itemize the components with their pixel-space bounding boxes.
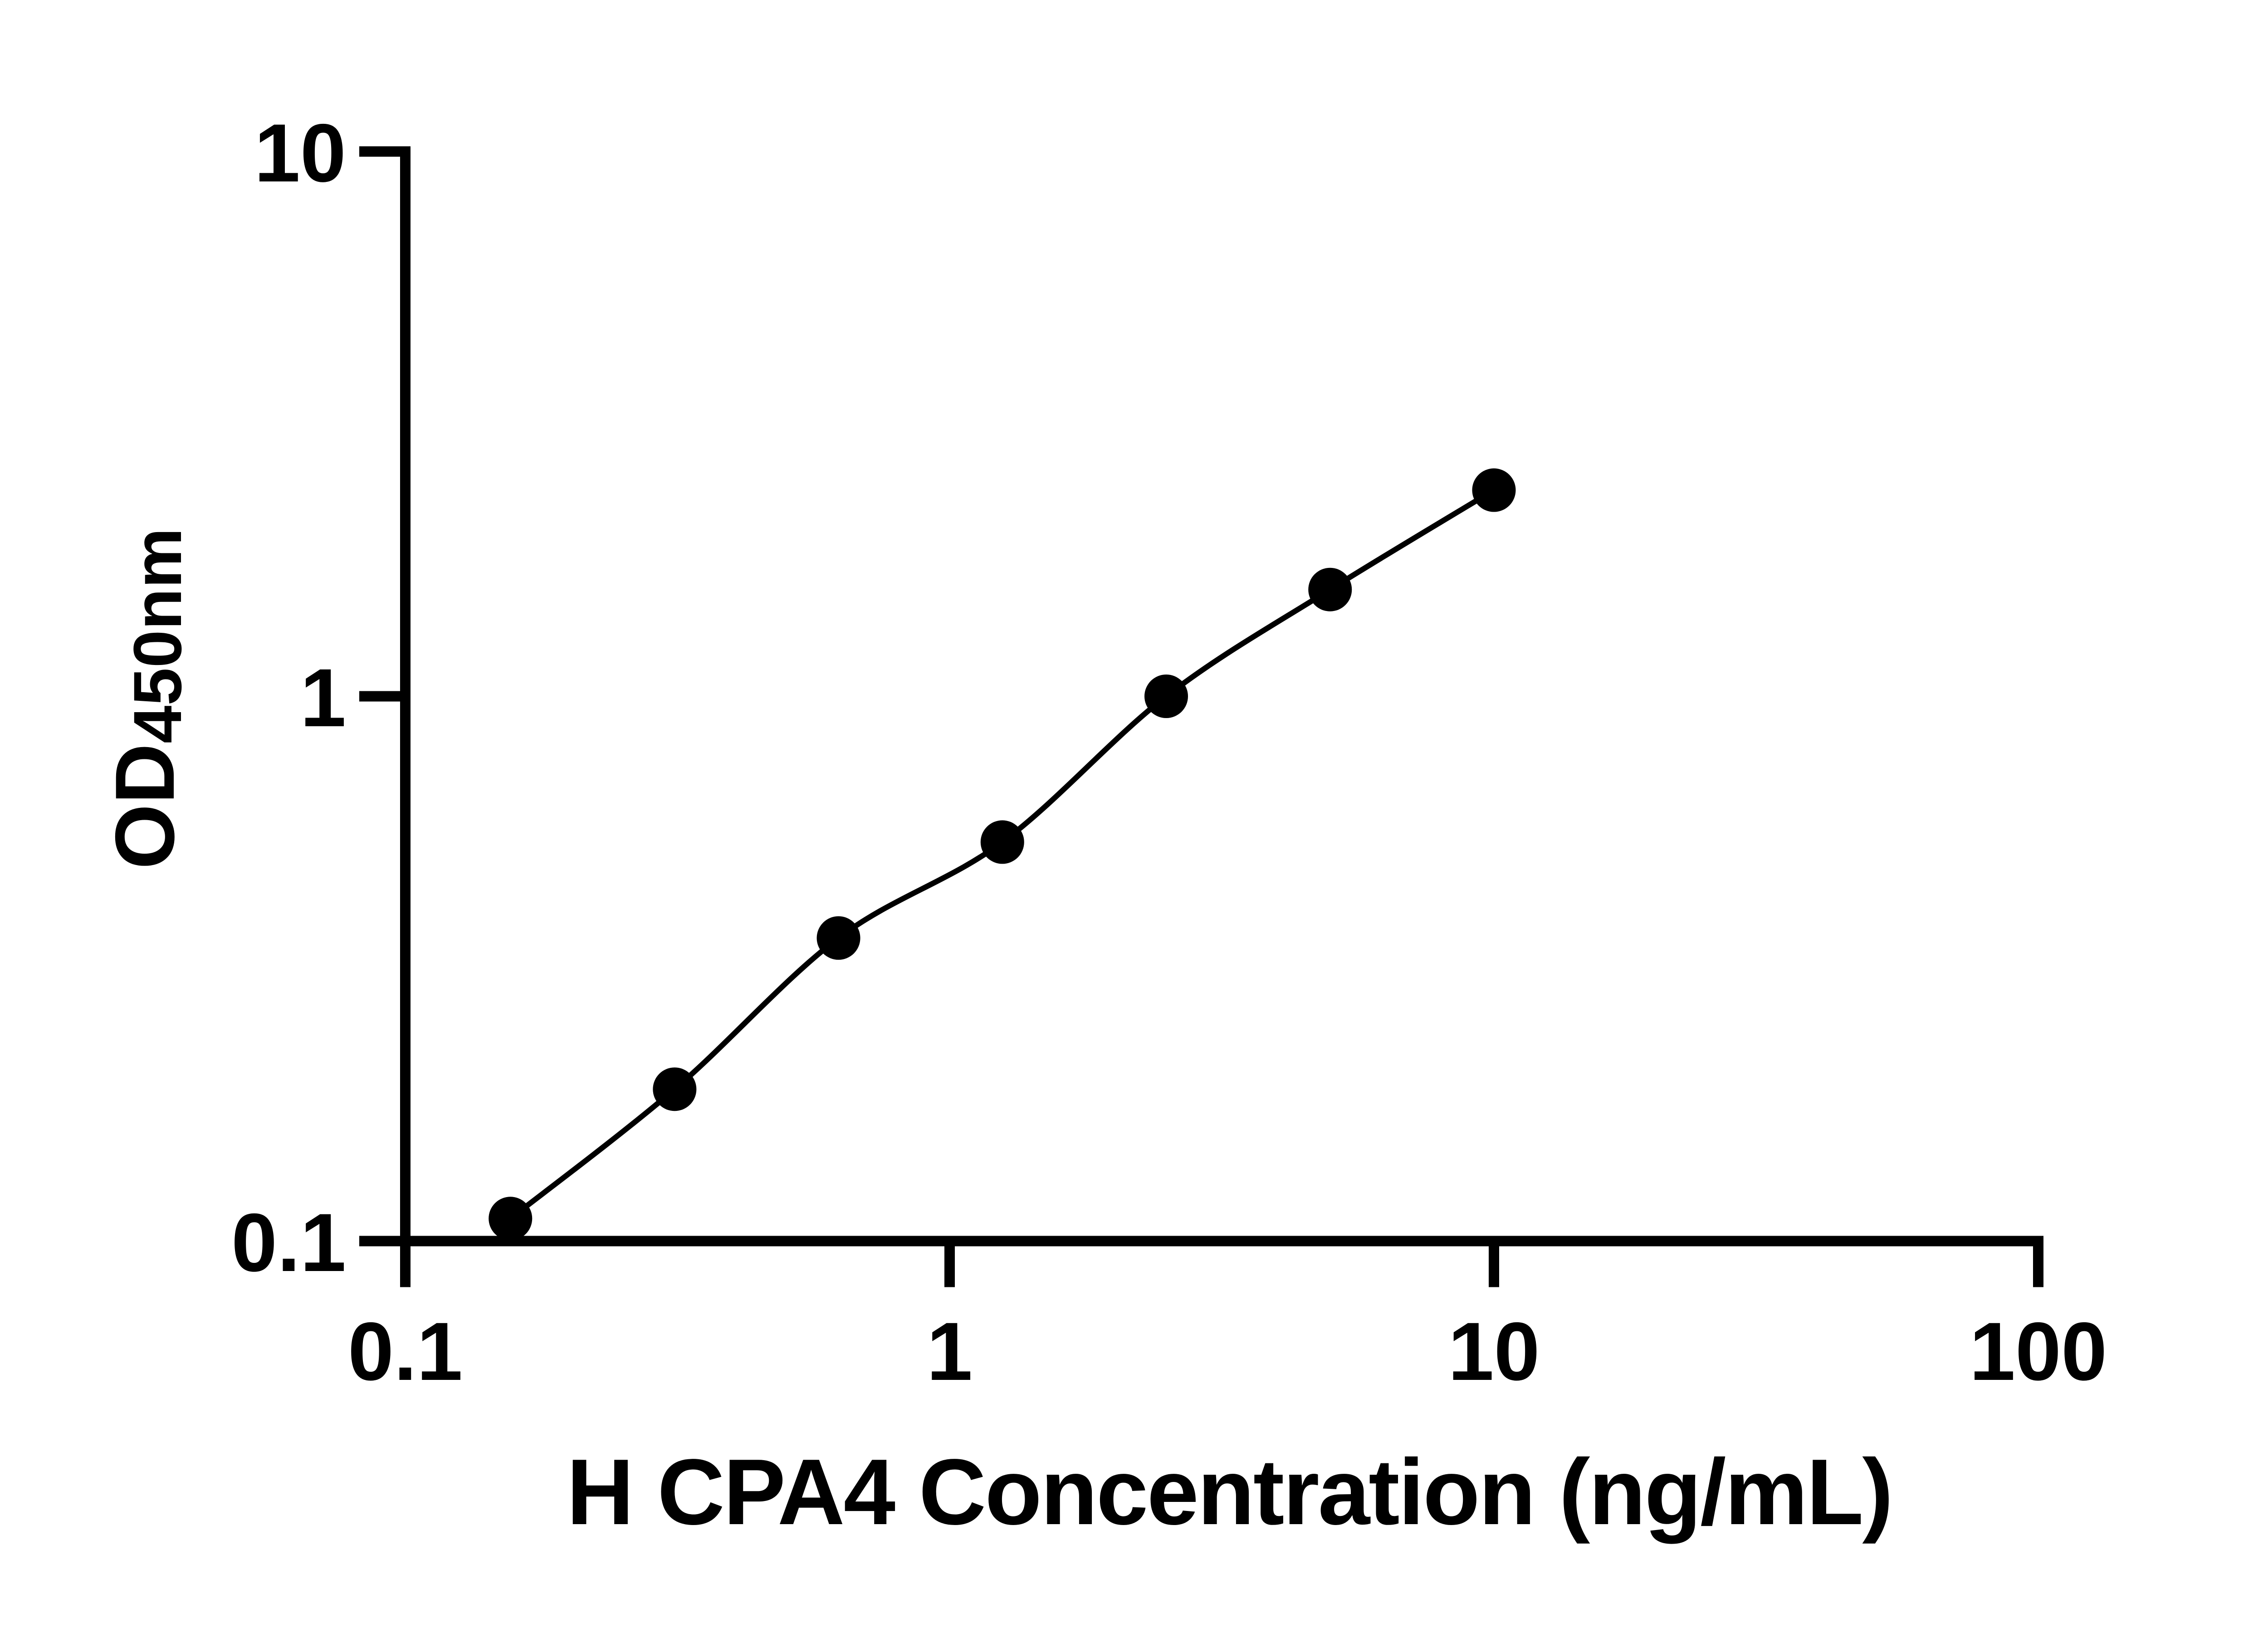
y-axis-title-main: OD [98,743,192,870]
y-axis-title-subscript: 450nm [119,528,196,743]
x-tick-label: 100 [1970,1305,2107,1398]
x-tick-label: 0.1 [348,1305,463,1398]
axes [359,146,2043,1287]
y-tick-label: 0.1 [231,1196,346,1289]
data-point-marker [1144,675,1188,718]
y-tick-label: 10 [254,107,346,199]
data-point-marker [653,1067,697,1111]
data-points [489,468,1516,1241]
data-point-marker [816,916,860,960]
y-axis-title: OD450nm [98,528,196,870]
data-point-marker [980,820,1024,864]
x-axis-title: H CPA4 Concentration (ng/mL) [567,1440,1892,1544]
tick-labels: 0.1 1 10 0.1 1 10 100 [231,107,2107,1398]
y-tick-label: 1 [300,651,346,744]
data-point-marker [489,1197,533,1241]
x-tick-label: 10 [1448,1305,1540,1398]
data-point-marker [1308,567,1352,611]
data-point-marker [1472,468,1516,512]
x-tick-label: 1 [927,1305,973,1398]
